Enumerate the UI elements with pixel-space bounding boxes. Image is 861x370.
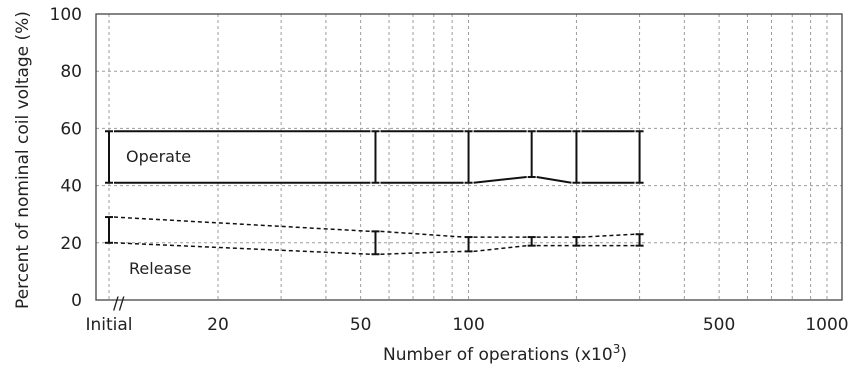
y-tick-label-100: 100 bbox=[50, 5, 82, 25]
x-tick-label-50: 50 bbox=[350, 315, 372, 335]
series-layer bbox=[105, 130, 644, 256]
x-tick-label-initial: Initial bbox=[85, 315, 132, 335]
operate-lower-segment-2 bbox=[473, 176, 527, 184]
operate-lower-segment-3 bbox=[536, 176, 572, 184]
y-tick-label-40: 40 bbox=[60, 177, 82, 197]
series-operate bbox=[105, 130, 644, 184]
series-release bbox=[105, 216, 644, 256]
axis-break-mark: // bbox=[113, 294, 125, 314]
y-axis-title: Percent of nominal coil voltage (%) bbox=[13, 11, 33, 309]
release-upper-segment-1 bbox=[380, 230, 464, 238]
release-upper-segment-0 bbox=[113, 216, 371, 233]
release-upper-segment-4 bbox=[581, 233, 635, 238]
y-tick-label-80: 80 bbox=[60, 62, 82, 82]
release-lower-segment-0 bbox=[113, 242, 371, 255]
tick-labels: 0 20 40 60 80 100 Initial 20 50 100 500 1000 bbox=[50, 5, 849, 335]
x-tick-label-100: 100 bbox=[452, 315, 484, 335]
x-tick-label-1000: 1000 bbox=[805, 315, 848, 335]
release-lower-segment-2 bbox=[473, 244, 527, 253]
y-tick-label-20: 20 bbox=[60, 234, 82, 254]
y-tick-label-0: 0 bbox=[71, 291, 82, 311]
release-label: Release bbox=[129, 259, 192, 278]
x-tick-label-500: 500 bbox=[703, 315, 735, 335]
plot-frame bbox=[95, 13, 843, 301]
x-axis-title-exponent: 3 bbox=[613, 342, 621, 356]
x-axis-title-main: Number of operations (x10 bbox=[383, 345, 613, 365]
release-lower-segment-1 bbox=[380, 250, 464, 255]
x-axis-title: Number of operations (x103) bbox=[383, 342, 627, 365]
y-tick-label-60: 60 bbox=[60, 119, 82, 139]
operate-label: Operate bbox=[126, 147, 191, 166]
x-tick-label-20: 20 bbox=[207, 315, 229, 335]
x-axis-title-close: ) bbox=[620, 345, 627, 365]
